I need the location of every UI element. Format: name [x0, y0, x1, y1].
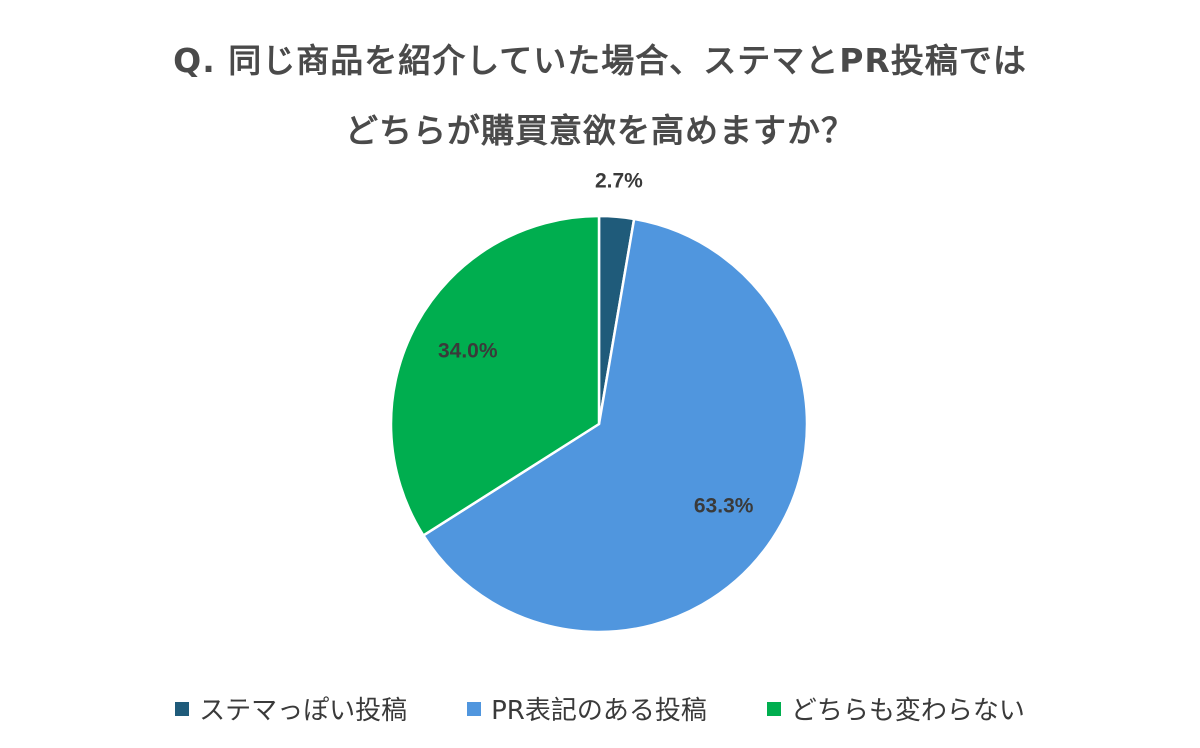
legend-label-no-difference: どちらも変わらない: [790, 696, 1025, 726]
legend-swatch-no-difference: [766, 701, 781, 716]
legend-label-stealth: ステマっぽい投稿: [199, 696, 408, 726]
pie-slice-no-difference: [389, 214, 601, 537]
pie-chart: 2.7% 63.3% 34.0%: [389, 169, 809, 634]
legend-label-pr: PR表記のある投稿: [491, 696, 707, 726]
legend-item-pr: PR表記のある投稿: [467, 690, 707, 727]
chart-title-line-2: どちらが購買意欲を高めますか？: [345, 111, 855, 150]
pie-slice-pr: [422, 217, 809, 634]
legend-swatch-pr: [467, 701, 482, 716]
chart-title-line-1: Q. 同じ商品を紹介していた場合、ステマとPR投稿では: [173, 41, 1027, 80]
data-label-stealth: 2.7%: [595, 169, 643, 192]
data-label-pr: 63.3%: [694, 495, 754, 518]
legend-item-no-difference: どちらも変わらない: [766, 690, 1025, 727]
chart-legend: ステマっぽい投稿 PR表記のある投稿 どちらも変わらない: [0, 690, 1200, 727]
data-label-no-difference: 34.0%: [438, 339, 498, 362]
legend-item-stealth: ステマっぽい投稿: [175, 690, 407, 727]
legend-swatch-stealth: [175, 701, 190, 716]
